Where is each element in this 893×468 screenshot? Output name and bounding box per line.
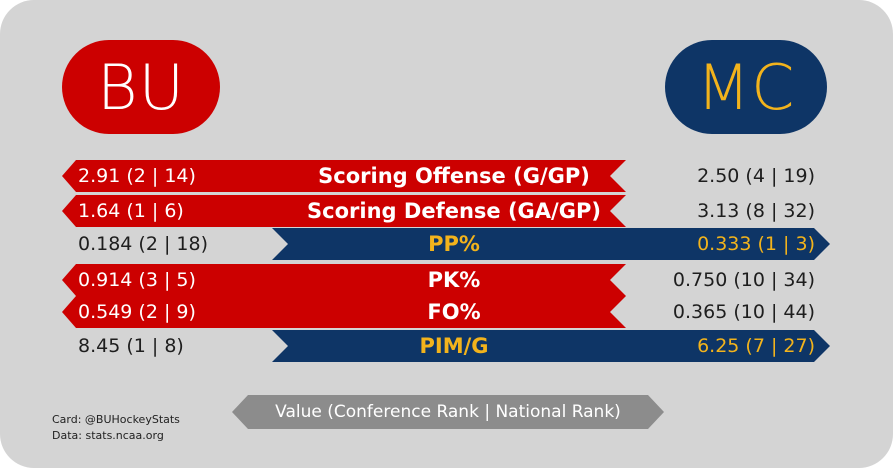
leader-band-mc <box>272 330 830 362</box>
mc-value: 2.50 (4 | 19) <box>697 165 815 187</box>
stat-row-scoring-defense: 1.64 (1 | 6) Scoring Defense (GA/GP) 3.1… <box>0 195 893 227</box>
team-badge-bu: BU <box>62 40 220 134</box>
leader-band-bu <box>62 264 626 296</box>
team-badge-mc: MC <box>665 40 827 134</box>
stat-label: Scoring Offense (G/GP) <box>318 164 590 188</box>
leader-band-bu <box>62 296 626 328</box>
bu-value: 0.914 (3 | 5) <box>78 269 196 291</box>
stat-row-pim: 8.45 (1 | 8) PIM/G 6.25 (7 | 27) <box>0 330 893 362</box>
bu-value: 8.45 (1 | 8) <box>78 335 184 357</box>
mc-value: 0.365 (10 | 44) <box>672 301 815 323</box>
stat-label: FO% <box>427 300 481 324</box>
bu-value: 0.184 (2 | 18) <box>78 233 209 255</box>
stat-label: PP% <box>428 232 480 256</box>
stat-row-pk: 0.914 (3 | 5) PK% 0.750 (10 | 34) <box>0 264 893 296</box>
stat-row-scoring-offense: 2.91 (2 | 14) Scoring Offense (G/GP) 2.5… <box>0 160 893 192</box>
data-source: Data: stats.ncaa.org <box>52 429 164 442</box>
leader-band-bu <box>62 160 626 192</box>
stat-label: Scoring Defense (GA/GP) <box>307 199 601 223</box>
bu-value: 1.64 (1 | 6) <box>78 200 184 222</box>
leader-band-bu <box>62 195 626 227</box>
stat-label: PIM/G <box>419 334 489 358</box>
leader-band-mc <box>272 228 830 260</box>
mc-value: 6.25 (7 | 27) <box>697 335 815 357</box>
bu-value: 0.549 (2 | 9) <box>78 301 196 323</box>
mc-value: 0.333 (1 | 3) <box>697 233 815 255</box>
card-credit: Card: @BUHockeyStats <box>52 413 180 426</box>
legend-banner: Value (Conference Rank | National Rank) <box>232 395 664 429</box>
credits: Card: @BUHockeyStats Data: stats.ncaa.or… <box>52 412 180 444</box>
mc-value: 0.750 (10 | 34) <box>672 269 815 291</box>
mc-value: 3.13 (8 | 32) <box>697 200 815 222</box>
stat-label: PK% <box>427 268 481 292</box>
stat-row-pp: 0.184 (2 | 18) PP% 0.333 (1 | 3) <box>0 228 893 260</box>
stat-row-fo: 0.549 (2 | 9) FO% 0.365 (10 | 44) <box>0 296 893 328</box>
bu-value: 2.91 (2 | 14) <box>78 165 196 187</box>
